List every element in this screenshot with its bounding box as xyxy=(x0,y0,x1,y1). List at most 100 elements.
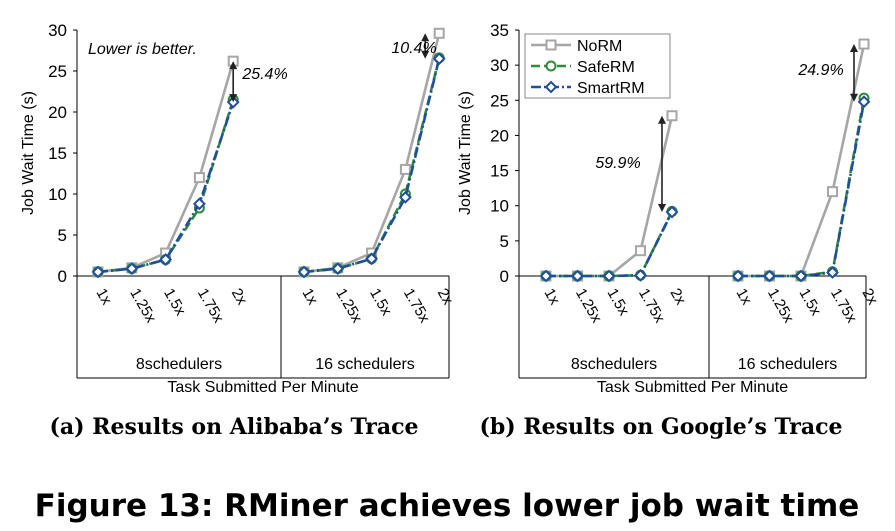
group-label: 16 schedulers xyxy=(738,356,838,373)
y-tick-label: 0 xyxy=(58,267,67,286)
y-axis-label: Job Wait Time (s) xyxy=(457,91,474,215)
x-tick-label: 1.5x xyxy=(366,286,395,319)
x-tick-label: 1x xyxy=(541,286,564,309)
data-point-smartrm xyxy=(91,265,105,279)
data-point-norm xyxy=(433,27,445,39)
x-axis-label: Task Submitted Per Minute xyxy=(597,379,788,396)
annotation-arrow-head-top xyxy=(421,33,430,42)
x-tick-label: 2x xyxy=(667,286,690,309)
annotation-arrow-head-bottom xyxy=(850,93,858,102)
data-point-smartrm xyxy=(432,52,446,66)
annotation-arrow-head-bottom xyxy=(421,50,430,59)
series-line-norm xyxy=(303,32,441,274)
data-point-norm xyxy=(635,245,646,257)
x-tick-label: 1x xyxy=(93,286,116,309)
data-point-smartrm xyxy=(665,205,679,219)
annotation-arrow-head-top xyxy=(229,61,238,70)
series-line-saferm xyxy=(97,99,235,274)
data-point-smartrm xyxy=(539,269,553,283)
legend-label-saferm: SafeRM xyxy=(577,59,635,76)
caption-a: (a) Results on Alibaba’s Trace xyxy=(49,414,418,440)
data-point-smartrm xyxy=(398,190,412,204)
annotation-text: 10.4% xyxy=(391,40,436,57)
data-point-norm xyxy=(858,38,870,50)
y-tick-label: 5 xyxy=(500,232,509,251)
y-tick-label: 20 xyxy=(490,126,509,145)
x-tick-label: 1.25x xyxy=(572,286,605,327)
y-tick-label: 10 xyxy=(48,185,67,204)
annotation-arrow-head-bottom xyxy=(229,94,238,103)
data-point-smartrm xyxy=(365,252,379,266)
group-label: 8schedulers xyxy=(136,356,222,373)
y-tick-label: 30 xyxy=(48,21,67,40)
y-tick-label: 15 xyxy=(48,144,67,163)
x-tick-label: 1.25x xyxy=(126,286,159,327)
x-tick-label: 2x xyxy=(859,286,882,309)
y-axis-label: Job Wait Time (s) xyxy=(20,91,37,215)
annotation-text: 59.9% xyxy=(595,155,640,172)
data-point-norm xyxy=(399,163,411,175)
data-point-smartrm xyxy=(602,269,616,283)
group-label: 8schedulers xyxy=(571,356,657,373)
data-point-smartrm xyxy=(731,269,745,283)
series-line-smartrm xyxy=(546,211,674,278)
x-tick-label: 1.75x xyxy=(635,286,668,327)
data-point-smartrm xyxy=(826,266,839,279)
annotation-arrow-head-bottom xyxy=(658,204,666,213)
y-tick-label: 30 xyxy=(490,56,509,75)
x-tick-label: 1x xyxy=(733,286,756,309)
data-point-smartrm xyxy=(857,95,871,109)
legend-marker-smartrm xyxy=(544,80,558,94)
data-point-smartrm xyxy=(571,269,584,283)
series-line-saferm xyxy=(303,57,441,274)
x-tick-label: 1.75x xyxy=(194,286,227,327)
data-point-smartrm xyxy=(192,197,206,211)
x-tick-label: 2x xyxy=(434,286,457,309)
y-tick-label: 25 xyxy=(490,91,509,110)
data-point-smartrm xyxy=(125,262,139,276)
legend-marker-saferm xyxy=(545,60,557,72)
series-line-smartrm xyxy=(303,58,441,274)
annotation-arrow-head-top xyxy=(850,44,858,53)
x-tick-label: 1.75x xyxy=(400,286,433,327)
y-tick-label: 15 xyxy=(490,162,509,181)
x-tick-label: 1x xyxy=(299,286,322,309)
annotation-arrow-head-top xyxy=(658,115,666,124)
annotation-text: 24.9% xyxy=(797,62,843,79)
y-tick-label: 35 xyxy=(490,21,509,40)
x-tick-label: 1.5x xyxy=(796,286,825,319)
x-tick-label: 1.5x xyxy=(160,286,189,319)
x-tick-label: 1.25x xyxy=(764,286,797,327)
data-point-norm xyxy=(666,110,678,122)
x-tick-label: 1.5x xyxy=(604,286,633,319)
caption-b: (b) Results on Google’s Trace xyxy=(480,414,843,440)
y-tick-label: 0 xyxy=(500,267,509,286)
series-line-saferm xyxy=(738,97,866,278)
x-tick-label: 1.25x xyxy=(332,286,365,327)
x-axis-label: Task Submitted Per Minute xyxy=(167,379,358,396)
x-tick-label: 1.75x xyxy=(827,286,860,327)
x-tick-label: 2x xyxy=(228,286,251,309)
y-tick-label: 20 xyxy=(48,103,67,122)
y-tick-label: 5 xyxy=(58,226,67,245)
data-point-norm xyxy=(193,172,205,184)
group-label: 16 schedulers xyxy=(315,356,415,373)
data-point-smartrm xyxy=(297,265,311,279)
figure-title: Figure 13: RMiner achieves lower job wai… xyxy=(35,488,860,524)
legend-marker-norm xyxy=(545,39,557,51)
annotation-text: Lower is better. xyxy=(88,41,197,58)
series-line-saferm xyxy=(546,210,674,278)
data-point-smartrm xyxy=(763,269,776,283)
data-point-smartrm xyxy=(794,269,808,283)
data-point-norm xyxy=(827,186,838,198)
annotation-text: 25.4% xyxy=(241,66,287,83)
data-point-smartrm xyxy=(331,262,345,276)
y-tick-label: 10 xyxy=(490,197,509,216)
legend-label-norm: NoRM xyxy=(577,38,622,55)
data-point-smartrm xyxy=(159,253,173,267)
data-point-smartrm xyxy=(634,268,647,282)
y-tick-label: 25 xyxy=(48,62,67,81)
